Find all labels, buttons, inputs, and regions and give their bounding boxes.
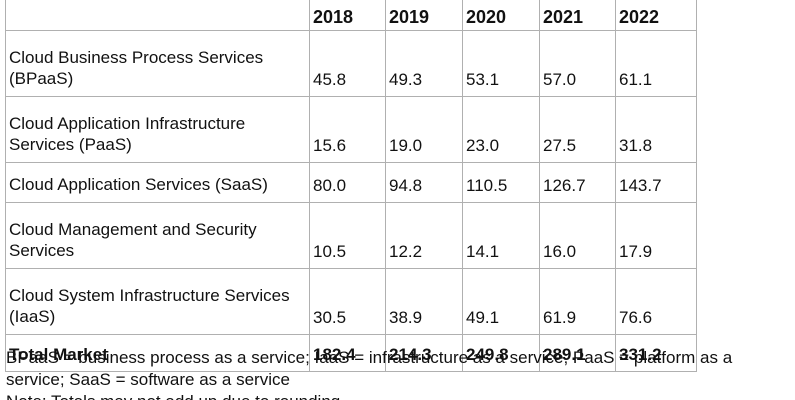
value-cell: 23.0	[462, 96, 540, 163]
table-row: Cloud Management and Security Services 1…	[5, 202, 697, 269]
rounding-note: Note: Totals may not add up due to round…	[6, 391, 791, 400]
total-value-cell: 331.2	[615, 334, 697, 372]
total-label: Total Market	[5, 334, 310, 372]
value-cell: 14.1	[462, 202, 540, 269]
value-cell: 31.8	[615, 96, 697, 163]
year-header: 2018	[309, 0, 386, 31]
value-cell: 110.5	[462, 162, 540, 203]
table-row: Cloud System Infrastructure Services (Ia…	[5, 268, 697, 335]
value-cell: 76.6	[615, 268, 697, 335]
value-cell: 126.7	[539, 162, 616, 203]
value-cell: 30.5	[309, 268, 386, 335]
table-row: Cloud Business Process Services (BPaaS) …	[5, 30, 697, 97]
value-cell: 15.6	[309, 96, 386, 163]
table-header-row: 2018 2019 2020 2021 2022	[5, 0, 697, 31]
value-cell: 12.2	[385, 202, 463, 269]
value-cell: 45.8	[309, 30, 386, 97]
value-cell: 61.1	[615, 30, 697, 97]
segment-label: Cloud Management and Security Services	[5, 202, 310, 269]
cloud-market-table: 2018 2019 2020 2021 2022 Cloud Business …	[5, 0, 697, 372]
value-cell: 27.5	[539, 96, 616, 163]
value-cell: 49.3	[385, 30, 463, 97]
segment-label: Cloud Application Services (SaaS)	[5, 162, 310, 203]
total-value-cell: 182.4	[309, 334, 386, 372]
total-value-cell: 249.8	[462, 334, 540, 372]
year-header: 2021	[539, 0, 616, 31]
header-corner-cell	[5, 0, 310, 31]
segment-label: Cloud Business Process Services (BPaaS)	[5, 30, 310, 97]
segment-label: Cloud Application Infrastructure Service…	[5, 96, 310, 163]
total-row: Total Market 182.4 214.3 249.8 289.1 331…	[5, 334, 697, 372]
value-cell: 53.1	[462, 30, 540, 97]
value-cell: 16.0	[539, 202, 616, 269]
table-notes: BPaaS = business process as a service; I…	[6, 347, 791, 400]
table-row: Cloud Application Infrastructure Service…	[5, 96, 697, 163]
value-cell: 49.1	[462, 268, 540, 335]
value-cell: 57.0	[539, 30, 616, 97]
year-header: 2019	[385, 0, 463, 31]
value-cell: 19.0	[385, 96, 463, 163]
value-cell: 38.9	[385, 268, 463, 335]
value-cell: 94.8	[385, 162, 463, 203]
value-cell: 80.0	[309, 162, 386, 203]
year-header: 2020	[462, 0, 540, 31]
segment-label: Cloud System Infrastructure Services (Ia…	[5, 268, 310, 335]
year-header: 2022	[615, 0, 697, 31]
value-cell: 61.9	[539, 268, 616, 335]
value-cell: 143.7	[615, 162, 697, 203]
value-cell: 10.5	[309, 202, 386, 269]
value-cell: 17.9	[615, 202, 697, 269]
abbreviations-note: BPaaS = business process as a service; I…	[6, 348, 733, 389]
table-row: Cloud Application Services (SaaS) 80.0 9…	[5, 162, 697, 203]
